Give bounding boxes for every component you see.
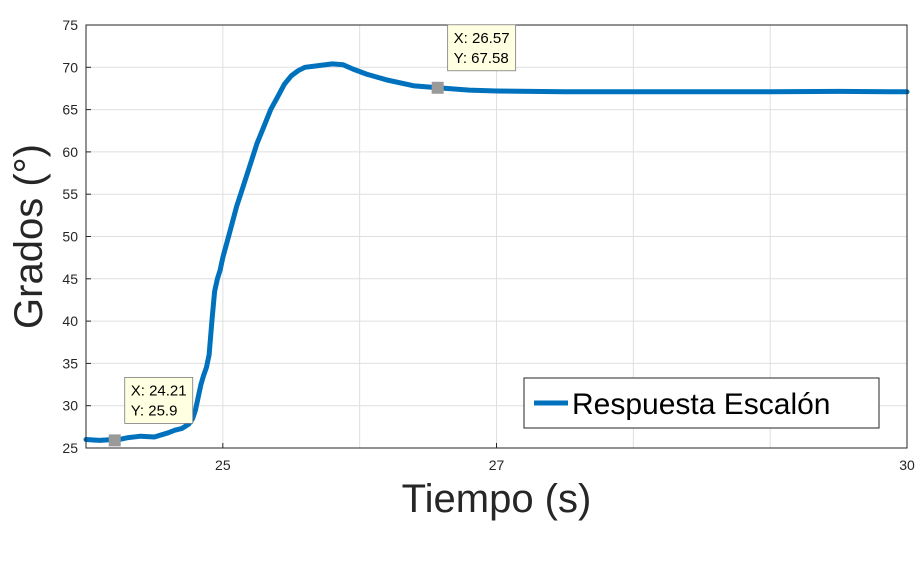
y-tick-label: 40 — [62, 313, 78, 329]
x-tick-label: 25 — [215, 457, 231, 473]
datatip[interactable]: X: 26.57 Y: 67.58 — [431, 24, 517, 94]
legend[interactable]: Respuesta Escalón — [523, 377, 880, 429]
datatip-box — [447, 24, 517, 72]
y-tick-label: 75 — [62, 17, 78, 33]
y-tick-labels: 25 30 35 40 45 50 55 60 65 70 75 — [62, 17, 91, 456]
series-layer — [83, 61, 910, 443]
legend-entry-respuesta: Respuesta Escalón — [572, 388, 831, 421]
y-tick-label: 30 — [62, 398, 78, 414]
datatip[interactable]: X: 24.21 Y: 25.9 — [108, 376, 194, 447]
datatip-marker[interactable] — [431, 81, 444, 94]
y-tick-label: 65 — [62, 102, 78, 118]
y-tick-label: 25 — [62, 440, 78, 456]
x-tick-label: 27 — [489, 457, 505, 473]
x-tick-labels: 25 27 30 — [215, 443, 915, 473]
x-tick-label: 30 — [899, 457, 915, 473]
series-line-respuesta-escalon[interactable] — [83, 61, 910, 443]
x-axis-label: Tiempo (s) — [402, 477, 592, 521]
y-tick-label: 35 — [62, 355, 78, 371]
datatip-y-text: Y: 25.9 — [131, 402, 178, 419]
datatip-y-text: Y: 67.58 — [454, 50, 509, 67]
datatip-x-text: X: 26.57 — [454, 30, 510, 47]
y-axis-label: Grados (°) — [7, 144, 51, 329]
legend-box — [523, 377, 880, 429]
y-tick-label: 70 — [62, 59, 78, 75]
datatip-marker[interactable] — [108, 434, 121, 447]
datatips: X: 24.21 Y: 25.9 X: 26.57 Y: 67.58 — [108, 24, 517, 447]
y-tick-label: 60 — [62, 144, 78, 160]
y-tick-label: 45 — [62, 271, 78, 287]
datatip-x-text: X: 24.21 — [131, 382, 187, 399]
y-tick-label: 55 — [62, 186, 78, 202]
y-tick-label: 50 — [62, 229, 78, 245]
datatip-box — [124, 376, 194, 424]
